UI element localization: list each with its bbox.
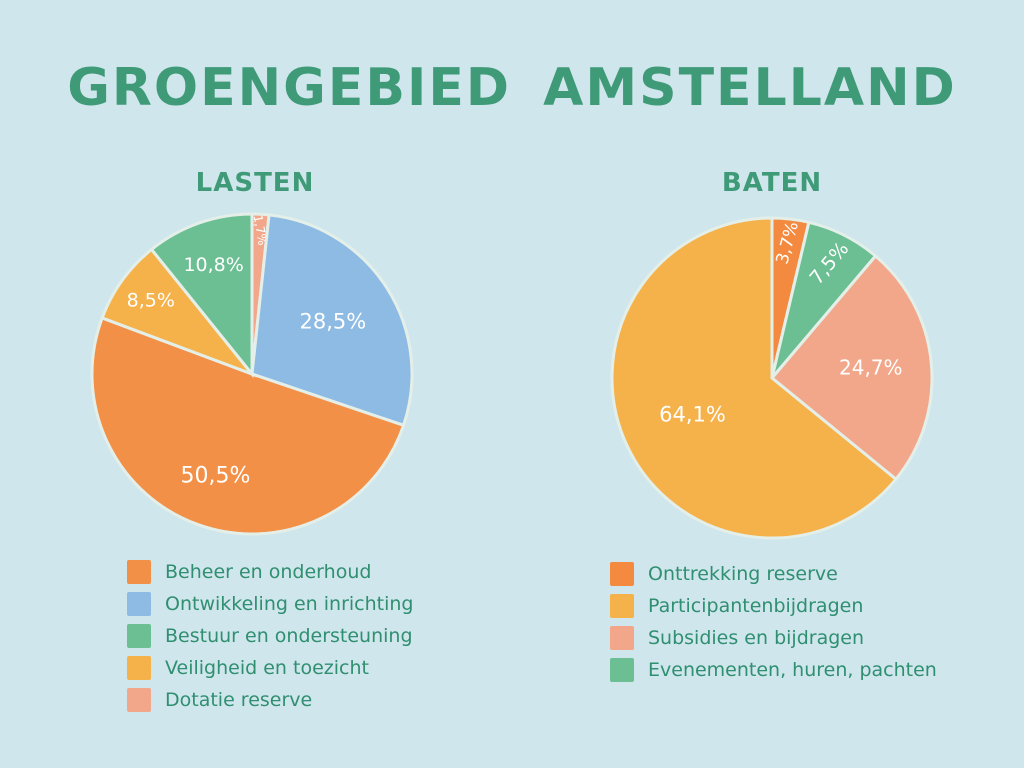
legend-swatch bbox=[610, 626, 634, 650]
lasten-slice-bestuur bbox=[149, 212, 254, 379]
page-title: GROENGEBIED AMSTELLAND bbox=[67, 58, 957, 118]
legend-swatch bbox=[127, 592, 151, 616]
legend-swatch bbox=[610, 594, 634, 618]
baten-legend: Onttrekking reserve Participantenbijdrag… bbox=[610, 558, 937, 686]
lasten-slice-veiligheid bbox=[100, 247, 257, 378]
lasten-chart-title: LASTEN bbox=[195, 168, 315, 198]
legend-label: Dotatie reserve bbox=[165, 689, 313, 711]
lasten-slice-ontwikkeling bbox=[250, 213, 414, 428]
legend-item-bestuur: Bestuur en ondersteuning bbox=[127, 620, 413, 652]
baten-slice-subsidies bbox=[769, 253, 934, 482]
lasten-data-label-beheer: 50,5% bbox=[181, 463, 251, 488]
legend-item-subsidies: Subsidies en bijdragen bbox=[610, 622, 937, 654]
baten-data-label-participanten: 64,1% bbox=[659, 403, 726, 427]
legend-label: Veiligheid en toezicht bbox=[165, 657, 369, 679]
legend-swatch bbox=[127, 624, 151, 648]
legend-item-veiligheid: Veiligheid en toezicht bbox=[127, 652, 413, 684]
legend-item-ontwikkeling: Ontwikkeling en inrichting bbox=[127, 588, 413, 620]
lasten-slice-beheer bbox=[90, 315, 406, 536]
legend-label: Participantenbijdragen bbox=[648, 595, 864, 617]
legend-item-dotatie: Dotatie reserve bbox=[127, 684, 413, 716]
legend-label: Beheer en onderhoud bbox=[165, 561, 372, 583]
legend-swatch bbox=[127, 560, 151, 584]
legend-swatch bbox=[127, 688, 151, 712]
legend-label: Onttrekking reserve bbox=[648, 563, 838, 585]
legend-swatch bbox=[127, 656, 151, 680]
baten-slice-participanten bbox=[610, 216, 899, 540]
legend-item-evenementen: Evenementen, huren, pachten bbox=[610, 654, 937, 686]
legend-item-beheer: Beheer en onderhoud bbox=[127, 556, 413, 588]
legend-label: Evenementen, huren, pachten bbox=[648, 659, 937, 681]
legend-item-onttrekking: Onttrekking reserve bbox=[610, 558, 937, 590]
legend-label: Ontwikkeling en inrichting bbox=[165, 593, 414, 615]
lasten-data-label-ontwikkeling: 28,5% bbox=[300, 309, 367, 333]
baten-chart-title: BATEN bbox=[721, 168, 823, 198]
baten-data-label-subsidies: 24,7% bbox=[839, 355, 903, 379]
legend-label: Subsidies en bijdragen bbox=[648, 627, 865, 649]
legend-swatch bbox=[610, 658, 634, 682]
legend-item-participanten: Participantenbijdragen bbox=[610, 590, 937, 622]
lasten-data-label-bestuur: 10,8% bbox=[183, 254, 243, 276]
lasten-legend: Beheer en onderhoud Ontwikkeling en inri… bbox=[127, 556, 413, 716]
lasten-data-label-dotatie: 1,7% bbox=[251, 214, 270, 246]
legend-label: Bestuur en ondersteuning bbox=[165, 625, 413, 647]
lasten-data-label-veiligheid: 8,5% bbox=[127, 289, 175, 311]
legend-swatch bbox=[610, 562, 634, 586]
